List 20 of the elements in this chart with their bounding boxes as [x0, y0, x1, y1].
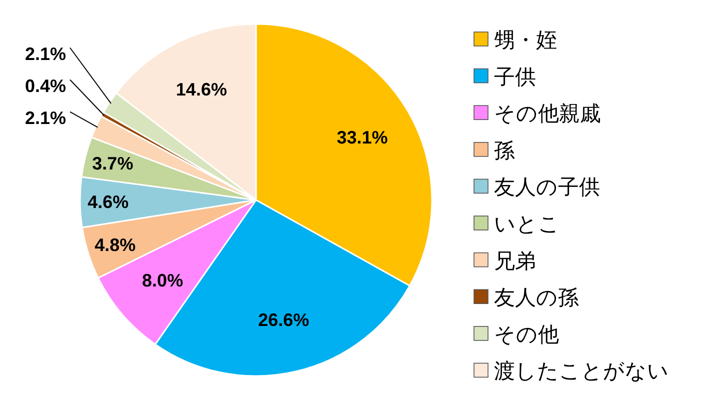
data-label: 4.8% — [94, 234, 136, 255]
data-label: 3.7% — [92, 154, 134, 174]
data-label: 26.6% — [258, 310, 310, 330]
legend-label: いとこ — [494, 212, 560, 236]
legend-label: 甥・姪 — [494, 28, 557, 52]
legend-label: 友人の孫 — [494, 286, 579, 310]
legend-label: 兄弟 — [494, 248, 536, 273]
legend-label: その他親戚 — [494, 102, 601, 126]
legend-label: 友人の子供 — [494, 175, 600, 200]
data-label: 0.4% — [24, 76, 66, 96]
legend-label: 子供 — [494, 64, 536, 89]
legend-label: 渡したことがない — [494, 359, 669, 384]
legend-label: その他 — [494, 322, 559, 346]
data-label: 4.6% — [88, 192, 129, 212]
data-label: 33.1% — [336, 128, 388, 148]
data-label: 8.0% — [142, 270, 184, 290]
data-label: 2.1% — [24, 108, 66, 128]
legend-label: 孫 — [494, 138, 515, 162]
data-label: 2.1% — [24, 44, 66, 64]
data-label: 14.6% — [176, 80, 227, 100]
